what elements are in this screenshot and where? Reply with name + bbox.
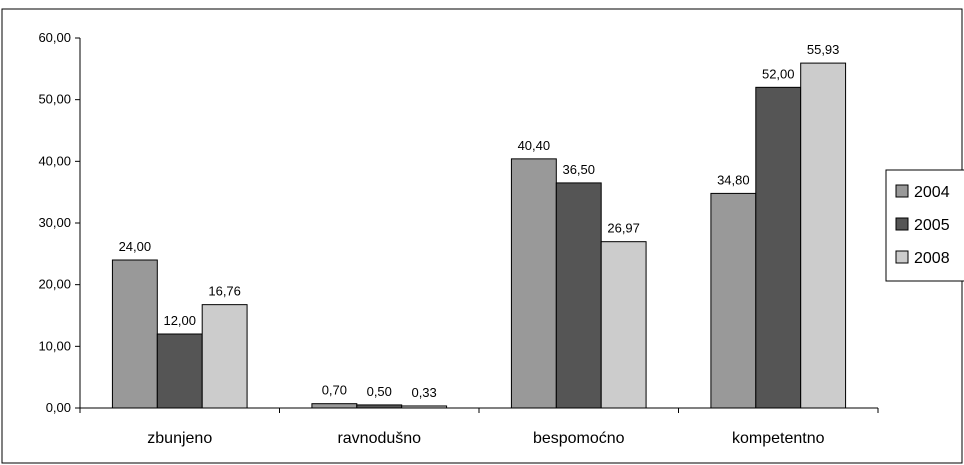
data-label: 24,00 <box>119 239 152 254</box>
data-label: 34,80 <box>717 172 750 187</box>
legend-swatch <box>895 217 909 231</box>
legend-swatch <box>895 250 909 264</box>
legend-entry: 2005 <box>914 217 950 234</box>
legend-entry: 2004 <box>914 184 950 201</box>
y-tick-label: 30,00 <box>38 215 71 230</box>
bar-2004-3 <box>710 192 757 409</box>
bar-2004-1 <box>311 403 358 409</box>
data-label: 40,40 <box>518 138 551 153</box>
bar-2005-2 <box>555 182 602 409</box>
data-label: 36,50 <box>562 162 595 177</box>
legend-swatch <box>895 184 909 198</box>
x-category-label: bespomoćno <box>533 430 625 447</box>
legend-entry: 2008 <box>914 250 950 267</box>
bar-2008-3 <box>800 62 847 409</box>
legend: 2004 2005 2008 <box>885 169 964 282</box>
y-axis: 0,00 10,00 20,00 30,00 40,00 50,00 60,00 <box>38 30 81 415</box>
data-label: 0,50 <box>367 384 392 399</box>
bar-2004-2 <box>510 158 557 409</box>
bar-2004-0 <box>111 259 158 409</box>
data-labels: 24,00 12,00 16,76 0,70 0,50 0,33 40,40 36,50 26,… <box>119 42 840 400</box>
x-category-label: zbunjeno <box>147 430 212 447</box>
x-category-label: ravnodušno <box>337 430 421 447</box>
data-label: 55,93 <box>807 42 840 57</box>
data-label: 52,00 <box>762 66 795 81</box>
bar-2005-1 <box>356 404 403 409</box>
bar-2005-0 <box>156 333 203 409</box>
y-tick-label: 60,00 <box>38 30 71 45</box>
data-label: 26,97 <box>607 221 640 236</box>
data-label: 0,70 <box>322 383 347 398</box>
bar-2008-0 <box>201 304 248 409</box>
data-label: 16,76 <box>208 284 241 299</box>
y-tick-label: 50,00 <box>38 92 71 107</box>
bar-2008-2 <box>600 241 647 409</box>
y-tick-label: 20,00 <box>38 277 71 292</box>
y-tick-label: 10,00 <box>38 338 71 353</box>
x-axis: zbunjeno ravnodušno bespomoćno kompetentno <box>79 407 879 447</box>
y-tick-label: 0,00 <box>46 400 71 415</box>
data-label: 0,33 <box>411 385 436 400</box>
bars <box>111 62 847 409</box>
bar-2005-3 <box>755 86 802 409</box>
y-tick-label: 40,00 <box>38 153 71 168</box>
x-category-label: kompetentno <box>732 430 825 447</box>
data-label: 12,00 <box>163 313 196 328</box>
bar-2008-1 <box>401 405 448 409</box>
